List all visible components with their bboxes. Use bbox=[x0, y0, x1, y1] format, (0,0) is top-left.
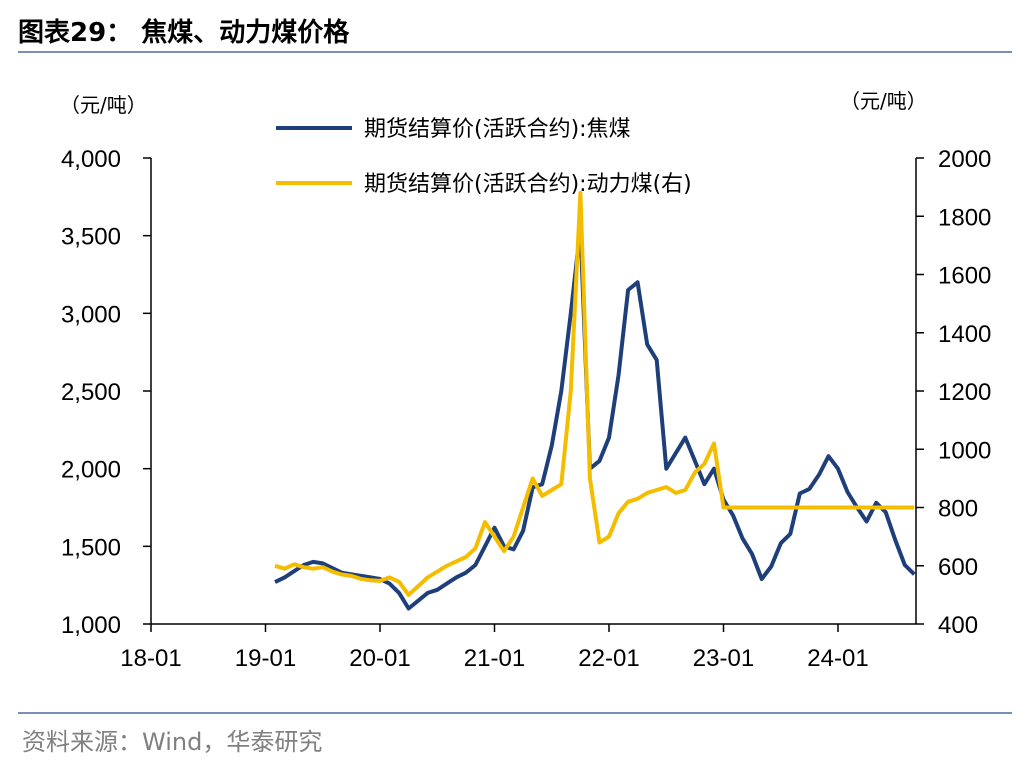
legend: 期货结算价(活跃合约):焦煤 期货结算价(活跃合约):动力煤(右) bbox=[276, 117, 692, 197]
right-tick-label: 600 bbox=[938, 554, 978, 581]
x-tick-label: 24-01 bbox=[807, 645, 868, 672]
left-tick-label: 1,000 bbox=[61, 612, 121, 639]
left-tick-label: 1,500 bbox=[61, 534, 121, 561]
x-tick-label: 23-01 bbox=[693, 645, 754, 672]
right-tick-label: 1600 bbox=[938, 263, 991, 290]
series-line-thermal-coal bbox=[274, 190, 915, 597]
series-lines bbox=[274, 190, 916, 611]
legend-label-coking-coal: 期货结算价(活跃合约):焦煤 bbox=[364, 117, 631, 142]
left-tick-label: 2,500 bbox=[61, 379, 121, 406]
left-tick-label: 4,000 bbox=[61, 146, 121, 173]
x-tick-label: 19-01 bbox=[235, 645, 296, 672]
legend-label-thermal-coal: 期货结算价(活跃合约):动力煤(右) bbox=[364, 172, 692, 197]
left-tick-label: 3,000 bbox=[61, 301, 121, 328]
right-tick-label: 800 bbox=[938, 496, 978, 523]
x-tick-label: 18-01 bbox=[120, 645, 181, 672]
right-tick-label: 1000 bbox=[938, 437, 991, 464]
axes: 1,000 1,500 2,000 2,500 3,000 3,500 4,000 400 60… bbox=[61, 146, 991, 672]
right-tick-label: 1200 bbox=[938, 379, 991, 406]
source-note: 资料来源：Wind，华泰研究 bbox=[22, 728, 323, 756]
right-tick-label: 2000 bbox=[938, 146, 991, 173]
footer-divider bbox=[18, 712, 1012, 714]
right-tick-label: 1800 bbox=[938, 204, 991, 231]
left-tick-label: 3,500 bbox=[61, 224, 121, 251]
title-divider bbox=[18, 51, 1012, 53]
chart-title: 图表29： 焦煤、动力煤价格 bbox=[18, 18, 350, 48]
x-tick-label: 20-01 bbox=[349, 645, 410, 672]
left-axis-unit: （元/吨） bbox=[60, 93, 147, 117]
x-tick-label: 22-01 bbox=[578, 645, 639, 672]
x-tick-label: 21-01 bbox=[464, 645, 525, 672]
series-line-coking-coal bbox=[274, 225, 916, 611]
right-tick-label: 400 bbox=[938, 612, 978, 639]
right-axis-unit: （元/吨） bbox=[840, 89, 927, 113]
right-tick-label: 1400 bbox=[938, 321, 991, 348]
left-tick-label: 2,000 bbox=[61, 457, 121, 484]
